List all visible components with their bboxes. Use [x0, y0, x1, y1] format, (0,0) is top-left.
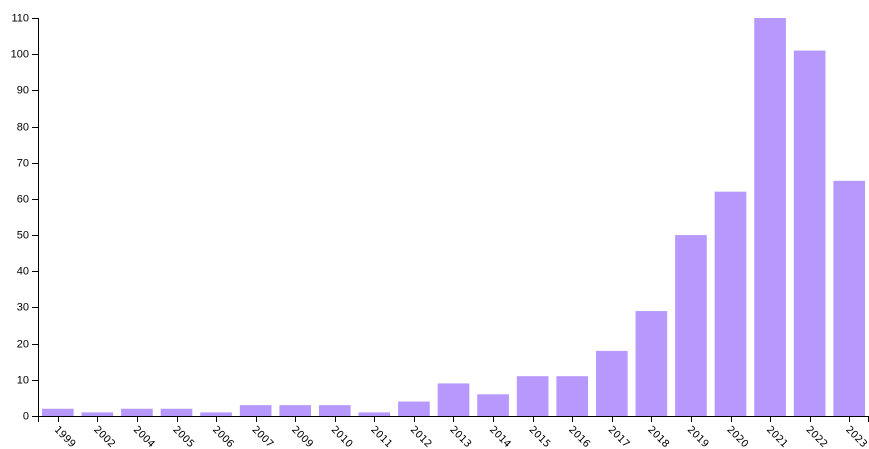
bar-2010 — [318, 405, 351, 416]
bar-2016 — [556, 376, 589, 416]
x-tick-label-2011: 2011 — [368, 424, 394, 449]
x-tick-label-1999: 1999 — [52, 424, 78, 449]
y-tick-label-20: 20 — [17, 338, 29, 350]
x-tick-label-2021: 2021 — [764, 424, 790, 449]
x-tick-label-2017: 2017 — [606, 424, 632, 449]
y-tick-label-110: 110 — [11, 12, 29, 24]
x-tick-label-2002: 2002 — [91, 424, 117, 449]
x-tick-label-2018: 2018 — [645, 424, 671, 449]
x-axis: 1999 2002 2004 2005 2006 2007 2009 2010 2011 2012… — [38, 416, 869, 449]
x-tick-label-2022: 2022 — [804, 424, 830, 449]
x-tick-label-2015: 2015 — [527, 424, 553, 449]
y-tick-label-10: 10 — [17, 374, 29, 386]
x-tick-label-2019: 2019 — [685, 424, 711, 449]
x-tick-label-2013: 2013 — [447, 424, 473, 449]
y-tick-label-50: 50 — [17, 229, 29, 241]
x-tick-label-2004: 2004 — [131, 424, 157, 449]
bar-2007 — [239, 405, 272, 416]
bar-2012 — [398, 401, 430, 416]
bar-2013 — [437, 383, 470, 416]
x-tick-label-2014: 2014 — [487, 424, 513, 449]
bar-2011 — [358, 412, 391, 416]
y-axis: 0 10 20 30 40 50 60 70 80 90 100 110 — [11, 12, 39, 422]
x-tick-label-2010: 2010 — [329, 424, 355, 449]
y-tick-label-0: 0 — [23, 410, 29, 422]
bar-2004 — [121, 408, 153, 416]
y-tick-label-70: 70 — [17, 157, 29, 169]
y-tick-label-80: 80 — [17, 121, 29, 133]
x-tick-label-2023: 2023 — [843, 424, 869, 449]
bar-2023 — [833, 180, 866, 416]
x-tick-label-2009: 2009 — [289, 424, 315, 449]
bar-2009 — [279, 405, 312, 416]
bar-2002 — [81, 412, 114, 416]
y-tick-label-100: 100 — [11, 48, 29, 60]
bar-2022 — [793, 50, 826, 417]
bar-2014 — [477, 394, 509, 416]
bar-2020 — [714, 191, 747, 416]
y-tick-label-60: 60 — [17, 193, 29, 205]
bar-2015 — [516, 376, 549, 416]
bar-2006 — [200, 412, 232, 416]
bar-2019 — [675, 235, 707, 416]
x-tick-label-2020: 2020 — [724, 424, 750, 449]
y-tick-label-30: 30 — [17, 301, 29, 313]
x-tick-label-2012: 2012 — [408, 424, 434, 449]
y-tick-label-90: 90 — [17, 84, 29, 96]
y-tick-label-40: 40 — [17, 265, 29, 277]
bar-1999 — [41, 408, 74, 416]
x-tick-label-2006: 2006 — [210, 424, 236, 449]
bar-2005 — [160, 408, 193, 416]
bars-layer — [41, 18, 866, 417]
x-tick-label-2005: 2005 — [170, 424, 196, 449]
bar-2021 — [754, 18, 786, 416]
x-tick-label-2007: 2007 — [250, 424, 276, 449]
bar-2018 — [635, 311, 668, 416]
bar-2017 — [595, 350, 628, 416]
x-tick-label-2016: 2016 — [566, 424, 592, 449]
y-axis-line — [32, 18, 39, 417]
